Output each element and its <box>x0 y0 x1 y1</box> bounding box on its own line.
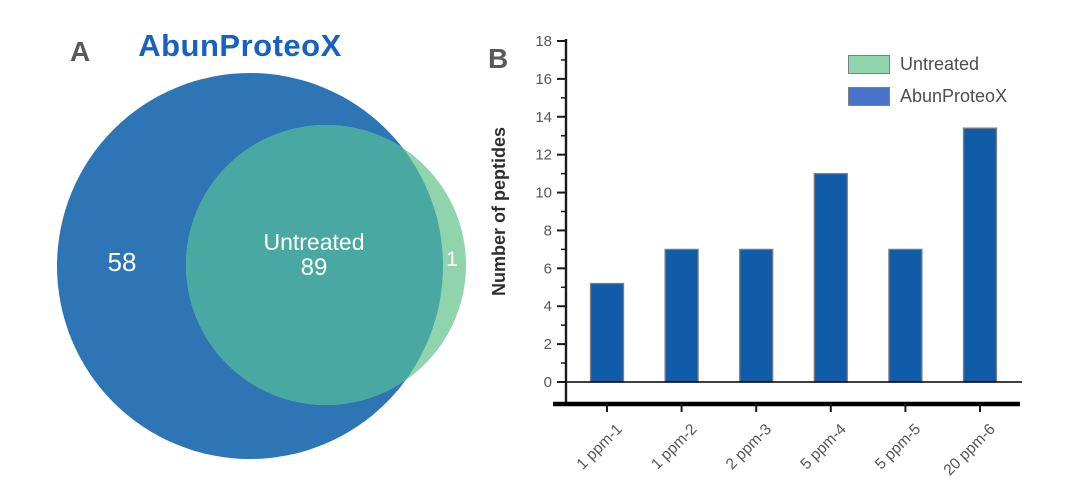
x-tick-label: 5 ppm-5 <box>872 421 924 473</box>
legend-swatch-untreated <box>848 55 890 74</box>
venn-count-untreated-only: 1 <box>446 248 458 271</box>
legend-label-untreated: Untreated <box>900 54 980 74</box>
legend-swatch-abunproteox <box>848 87 890 106</box>
bar-5 ppm-5 <box>888 248 923 383</box>
panel-a-title: AbunProteoX <box>138 28 342 63</box>
y-tick-label: 2 <box>544 336 552 353</box>
panel-a-label: A <box>70 36 91 67</box>
y-tick-label: 6 <box>544 260 552 277</box>
y-tick-label: 0 <box>544 374 552 391</box>
y-tick-label: 12 <box>535 147 552 164</box>
bar-5 ppm-4 <box>813 172 848 383</box>
y-tick-label: 18 <box>535 33 552 50</box>
venn-count-intersection: 89 <box>301 254 328 281</box>
panel-b-label: B <box>488 43 509 74</box>
bar-1 ppm-1 <box>589 282 625 383</box>
chart-legend: Untreated AbunProteoX <box>848 54 1008 106</box>
legend-item-untreated: Untreated <box>848 54 1007 74</box>
x-tick-label: 2 ppm-3 <box>723 421 775 473</box>
bar-chart: 0 2 4 6 8 10 12 14 16 18 1 ppm-1 1 ppm-2 2 ppm-3 5 pp… <box>489 33 1022 479</box>
y-tick-label: 14 <box>535 109 552 126</box>
venn-intersection <box>186 125 443 405</box>
venn-intersection-label: Untreated <box>263 229 364 255</box>
x-tick-label: 5 ppm-4 <box>797 421 849 473</box>
y-tick-label: 16 <box>535 71 552 88</box>
bar-2 ppm-3 <box>739 248 774 383</box>
y-axis-title: Number of peptides <box>489 127 509 296</box>
y-tick-label: 4 <box>544 298 552 315</box>
x-tick-label: 1 ppm-1 <box>574 421 626 473</box>
legend-item-abunproteox: AbunProteoX <box>848 86 1008 106</box>
y-tick-label: 8 <box>544 222 552 239</box>
bar-1 ppm-2 <box>664 248 699 383</box>
legend-label-abunproteox: AbunProteoX <box>900 86 1008 106</box>
venn-count-abunproteox-only: 58 <box>108 247 137 277</box>
y-tick-label: 10 <box>535 185 552 202</box>
bar-20 ppm-6 <box>962 127 998 383</box>
x-tick-label: 20 ppm-6 <box>941 421 999 479</box>
x-tick-label: 1 ppm-2 <box>648 421 700 473</box>
venn-diagram: 58 Untreated 89 1 <box>57 73 466 459</box>
